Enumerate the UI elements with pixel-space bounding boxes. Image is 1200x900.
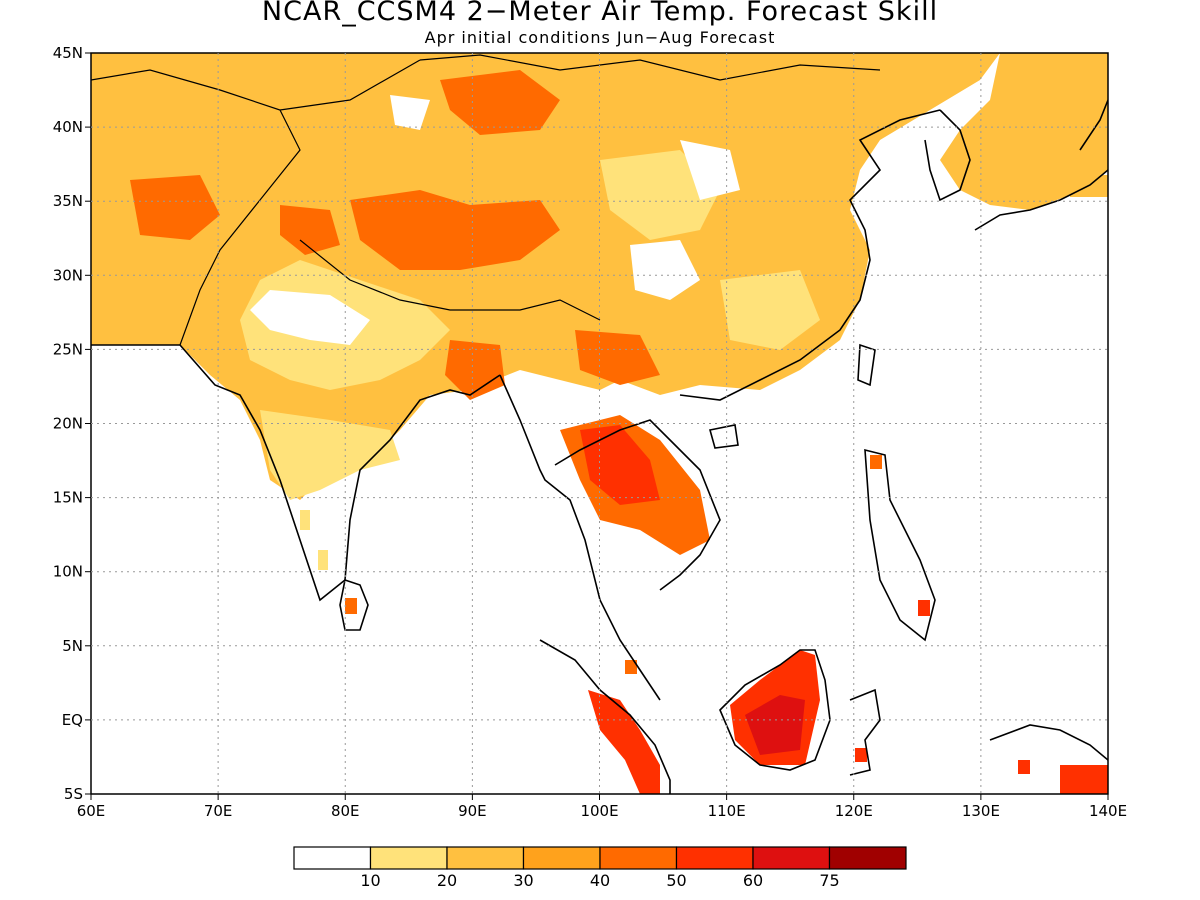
grid-lines (91, 53, 1108, 794)
skill-cell (855, 748, 867, 762)
colorbar-label: 60 (743, 871, 763, 890)
colorbar-swatch (828, 846, 907, 870)
colorbar-label: 50 (666, 871, 686, 890)
lat-tick-label: 30N (53, 266, 83, 284)
lon-tick-label: 120E (835, 802, 873, 820)
skill-region-high (445, 340, 505, 400)
lat-tick-label: 20N (53, 415, 83, 433)
lon-tick-label: 140E (1089, 802, 1127, 820)
coastline-hainan (708, 424, 739, 449)
lat-tick-label: EQ (62, 711, 83, 729)
lon-tick-label: 60E (77, 802, 106, 820)
lon-tick-label: 70E (204, 802, 233, 820)
skill-region-light (260, 410, 400, 500)
lat-tick-label: 40N (53, 118, 83, 136)
coastline-china (679, 109, 941, 401)
border-central-asia (91, 59, 421, 346)
border-tibet (299, 239, 601, 321)
skill-cell (870, 455, 882, 469)
border-mongolia (419, 54, 881, 81)
colorbar-label: 75 (819, 871, 839, 890)
skill-region-light (600, 150, 720, 240)
colorbar-swatch (675, 846, 754, 870)
lat-tick-label: 5S (64, 785, 83, 803)
coastline-india (91, 344, 501, 602)
coastline-sulawesi (849, 688, 881, 776)
axis-ticks: 60E 70E 80E 90E 100E 110E 120E 130E 140E 5S EQ 5N 10… (53, 44, 1127, 820)
skill-region-korea-japan (940, 53, 1108, 210)
lat-tick-label: 10N (53, 563, 83, 581)
map-subtitle: Apr initial conditions Jun−Aug Forecast (424, 28, 776, 47)
coastline-japan (974, 99, 1108, 231)
colorbar-label: 40 (590, 871, 610, 890)
coastline-indochina (499, 374, 721, 701)
skill-region-high (280, 205, 340, 255)
skill-region-none (680, 140, 740, 200)
skill-cell (918, 600, 930, 616)
skill-region-none (390, 95, 430, 130)
skill-shading (91, 53, 1108, 794)
skill-region-light (720, 270, 820, 350)
colorbar-label: 20 (437, 871, 457, 890)
coastline-taiwan (857, 343, 876, 387)
coastlines (91, 54, 1108, 794)
coastline-borneo (719, 649, 831, 771)
coastline-sumatra (539, 639, 671, 794)
skill-region-sumatra (588, 690, 660, 794)
lat-tick-label: 45N (53, 44, 83, 62)
lat-tick-label: 35N (53, 192, 83, 210)
lat-tick-label: 15N (53, 489, 83, 507)
lon-tick-label: 90E (458, 802, 487, 820)
colorbar-label: 10 (360, 871, 380, 890)
colorbar-swatch (446, 846, 525, 870)
skill-cell (300, 510, 310, 530)
colorbar-label: 30 (513, 871, 533, 890)
skill-cell (345, 598, 357, 614)
skill-region-high (130, 175, 220, 240)
skill-region-none (250, 290, 370, 345)
skill-region-asia-mainland (91, 53, 1000, 500)
coastline-philippines (864, 448, 936, 642)
skill-region-none (630, 240, 700, 300)
colorbar-swatch (293, 846, 372, 870)
skill-region-high (440, 70, 560, 135)
colorbar-swatch (599, 846, 678, 870)
lon-tick-label: 130E (962, 802, 1000, 820)
skill-region-high (350, 190, 560, 270)
map-title: NCAR_CCSM4 2−Meter Air Temp. Forecast Sk… (261, 0, 939, 27)
lon-tick-label: 100E (580, 802, 618, 820)
skill-region-borneo-core (745, 695, 805, 755)
colorbar-swatch (369, 846, 448, 870)
skill-cell (1018, 760, 1030, 774)
coastline-korea (924, 109, 971, 202)
colorbar-swatch (752, 846, 831, 870)
coastline-srilanka (339, 578, 369, 631)
lat-tick-label: 5N (62, 637, 83, 655)
skill-cell (1060, 765, 1108, 794)
coastline-newguinea (989, 724, 1108, 761)
lat-tick-label: 25N (53, 340, 83, 358)
skill-cell (625, 660, 637, 674)
lon-tick-label: 80E (331, 802, 360, 820)
lon-tick-label: 110E (708, 802, 746, 820)
colorbar: 10 20 30 40 50 60 75 (293, 846, 907, 890)
colorbar-swatch (522, 846, 601, 870)
skill-cell (318, 550, 328, 570)
skill-region-high (575, 330, 660, 385)
